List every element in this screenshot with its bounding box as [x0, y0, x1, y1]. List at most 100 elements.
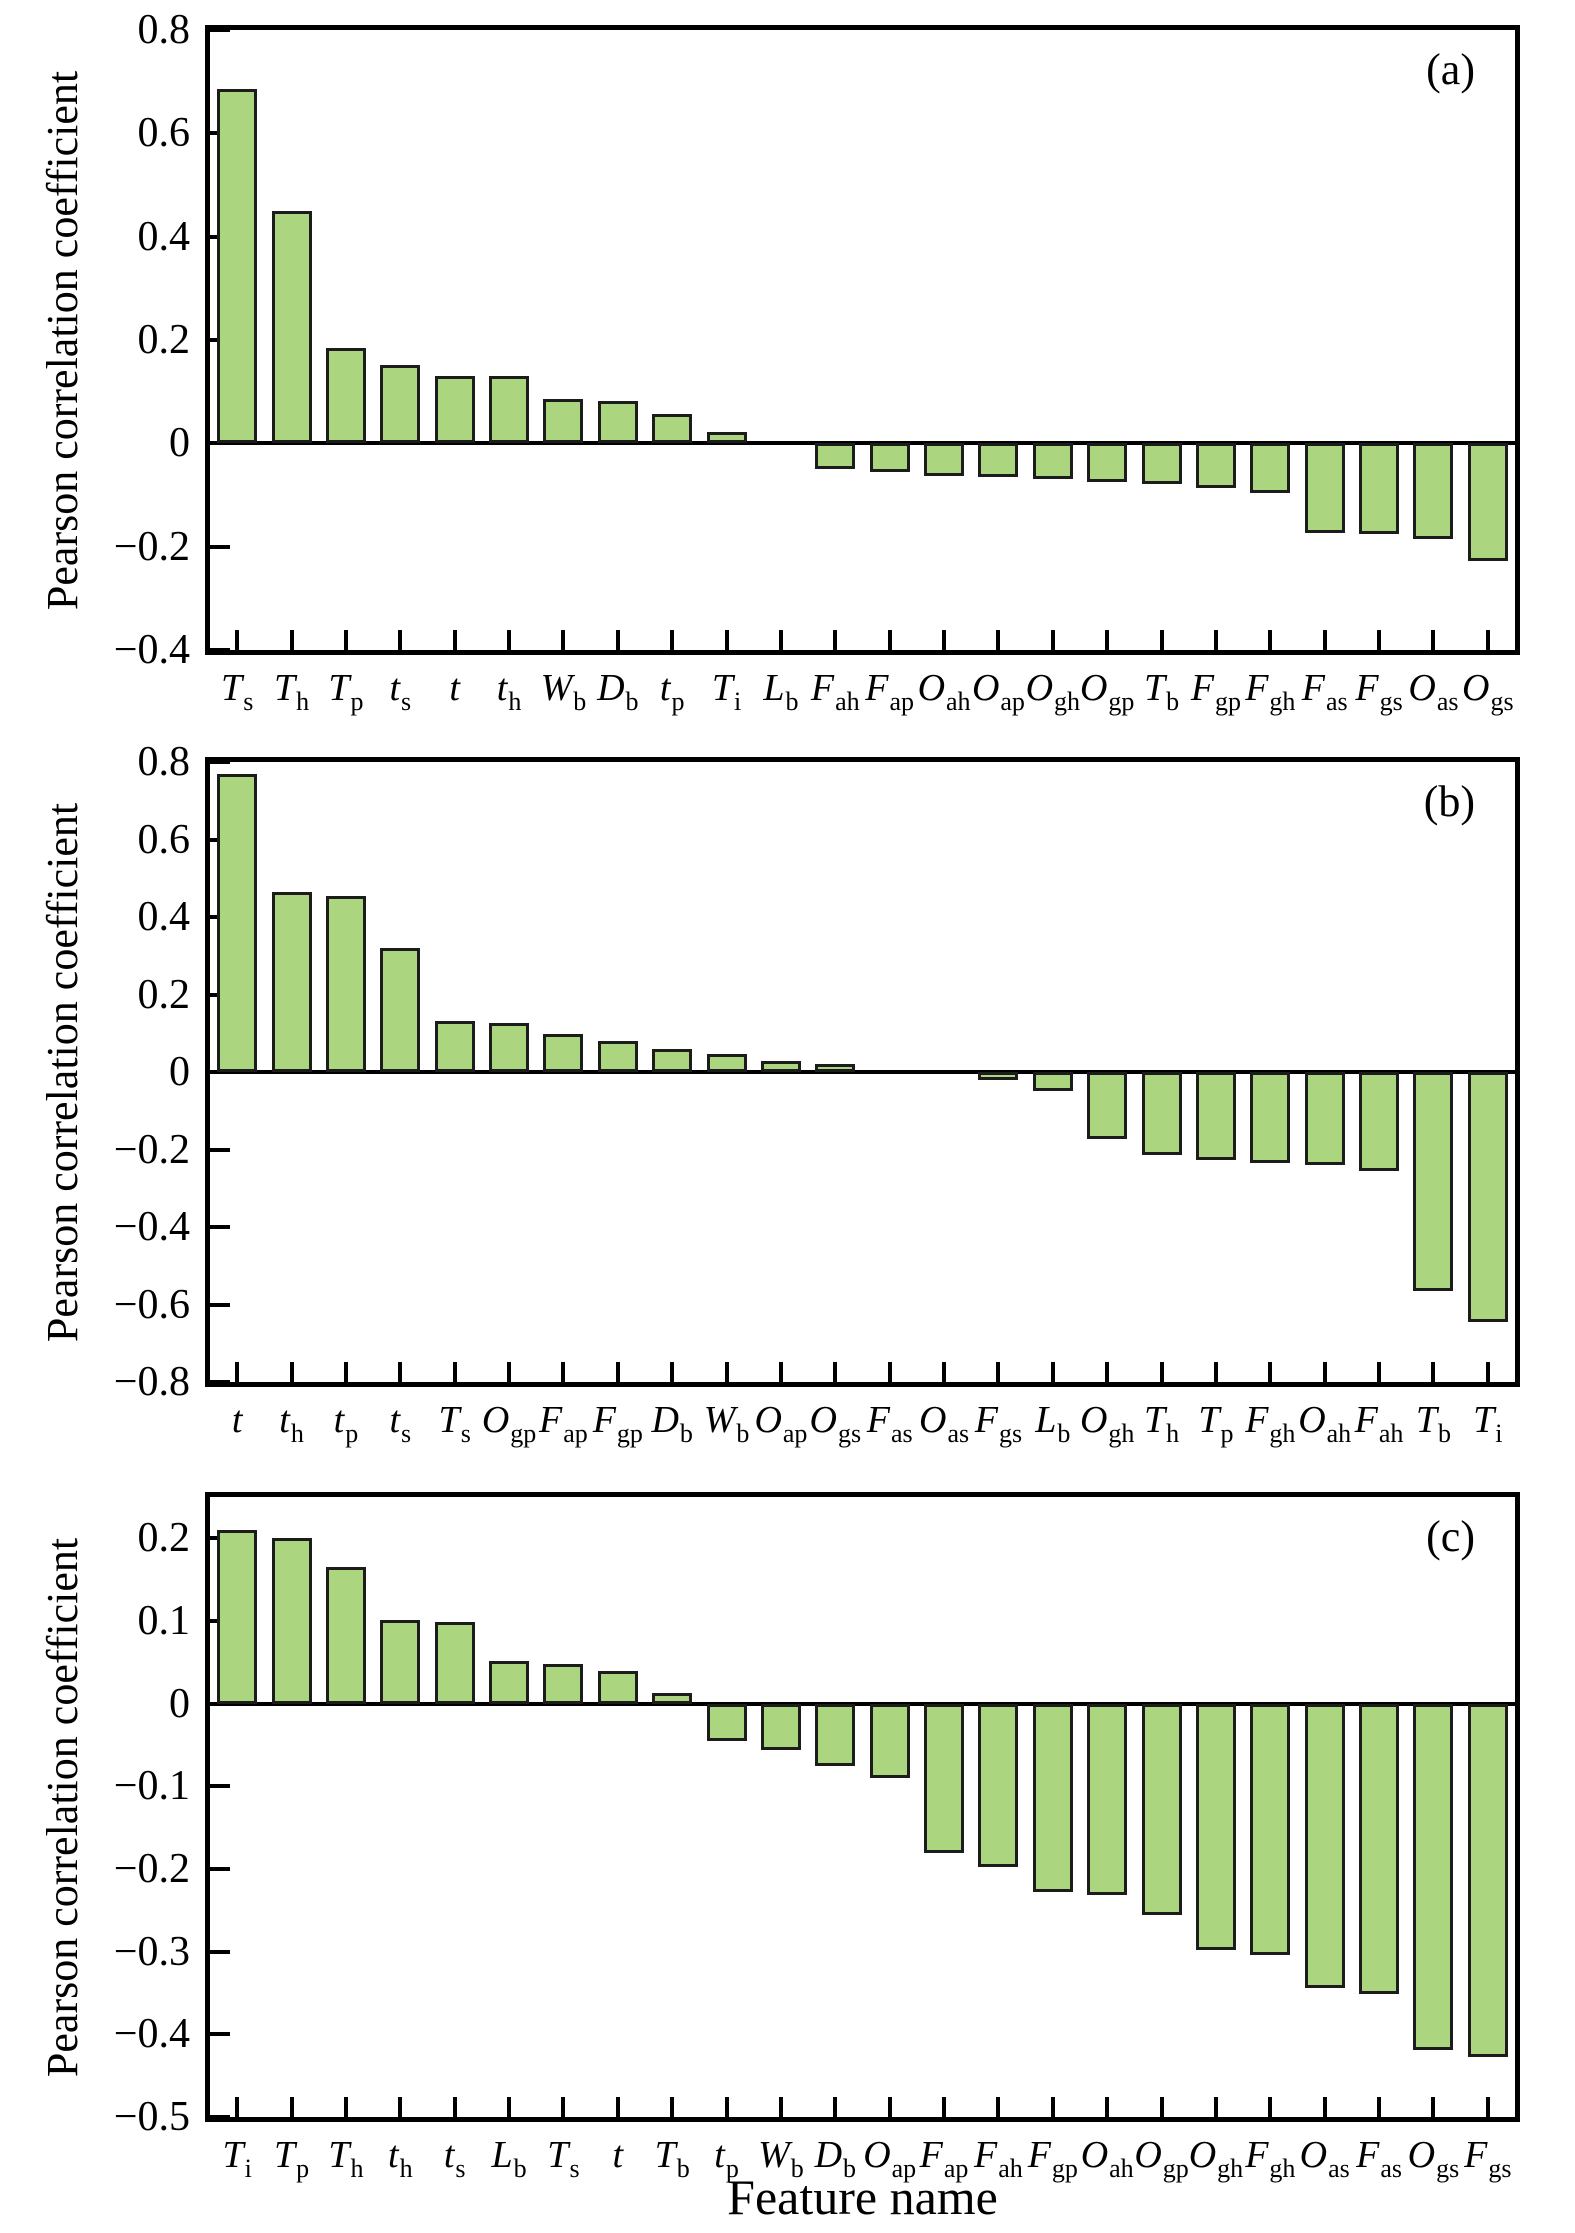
feature-subscript: s [401, 687, 412, 716]
x-tick [778, 2097, 783, 2117]
feature-subscript: gp [1162, 2154, 1189, 2183]
x-tick-label: Lb [993, 1397, 1113, 1457]
feature-symbol: W [703, 1399, 736, 1441]
feature-symbol: O [1079, 667, 1108, 709]
feature-subscript: gs [1490, 687, 1514, 716]
feature-symbol: O [1188, 2134, 1217, 2176]
y-tick [210, 441, 230, 446]
y-tick-label: 0 [169, 1680, 190, 1727]
y-tick [210, 1225, 230, 1229]
x-tick-label: Oah [1265, 1397, 1385, 1457]
x-tick-label: Ogs [1428, 665, 1548, 725]
panel-label-a: (a) [1426, 45, 1475, 94]
x-tick [343, 2097, 348, 2117]
x-tick [452, 2097, 457, 2117]
x-tick [561, 2097, 566, 2117]
y-tick [210, 1784, 230, 1789]
y-tick [210, 648, 230, 652]
panel-label-b: (b) [1423, 777, 1475, 826]
feature-subscript: b [573, 687, 587, 716]
y-tick-label: 0.6 [137, 816, 191, 863]
plot-area-c: (c) 0.2 0.1 0 −0.1 −0.2 −0.3 −0.4 −0.5 Ti Tp Th th t… [114, 1492, 1520, 2183]
y-tick-label: 0 [169, 1049, 190, 1095]
feature-symbol: t [279, 1399, 290, 1441]
x-tick-label: Th [286, 2132, 406, 2192]
x-tick [1213, 1362, 1218, 1382]
bar-c-Fah [978, 1703, 1019, 1867]
x-tick [615, 2097, 620, 2117]
feature-subscript: as [1325, 687, 1348, 716]
bar-b-Lb [1032, 1072, 1073, 1091]
x-tick [833, 630, 838, 650]
bar-a-Ogs [1467, 443, 1508, 561]
feature-symbol: t [612, 2134, 624, 2176]
feature-symbol: t [389, 1399, 401, 1441]
x-tick-label: tp [667, 2132, 787, 2192]
y-tick [210, 544, 230, 549]
x-tick-label: ts [340, 665, 460, 725]
x-tick-label: Fgs [1319, 665, 1439, 725]
feature-symbol: T [438, 1399, 460, 1441]
feature-subscript: b [785, 687, 799, 716]
x-tick [615, 630, 620, 650]
feature-subscript: b [1057, 1419, 1071, 1448]
feature-symbol: F [1354, 1399, 1378, 1441]
feature-symbol: O [1025, 667, 1054, 709]
y-tick-label: 0.4 [137, 894, 191, 940]
bar-c-Ogs [1413, 1703, 1454, 2051]
x-tick [1213, 630, 1218, 650]
y-tick [210, 760, 230, 764]
x-tick-label: th [232, 1397, 352, 1457]
feature-subscript: p [725, 2154, 739, 2183]
x-tick [1159, 1362, 1164, 1382]
x-tick [289, 630, 294, 650]
y-tick [210, 2032, 230, 2037]
x-tick [615, 1362, 620, 1382]
feature-symbol: t [389, 667, 401, 709]
feature-symbol: D [651, 1399, 679, 1441]
feature-subscript: b [676, 2154, 690, 2183]
feature-subscript: h [350, 2154, 364, 2183]
feature-subscript: s [401, 1419, 412, 1448]
x-axis-title: Feature name [727, 2169, 998, 2225]
x-tick-label: Fgh [1210, 1397, 1330, 1457]
feature-subscript: s [460, 1419, 471, 1448]
y-tick-label: 0.8 [137, 739, 191, 785]
feature-subscript: p [296, 2154, 310, 2183]
bar-c-Oas [1304, 1703, 1345, 1989]
y-tick [210, 1380, 230, 1384]
feature-symbol: F [974, 1399, 998, 1441]
feature-symbol: T [1143, 1399, 1166, 1441]
bar-c-Th [325, 1567, 366, 1704]
x-tick-label: Fah [1319, 1397, 1439, 1457]
x-tick-label: Fgp [1156, 665, 1276, 725]
x-tick [778, 630, 783, 650]
x-tick [1268, 2097, 1273, 2117]
feature-symbol: O [481, 1399, 510, 1441]
bar-c-Fgp [1032, 1703, 1073, 1893]
feature-subscript: s [569, 2154, 580, 2183]
x-tick [1159, 2097, 1164, 2117]
feature-subscript: ap [782, 1419, 808, 1448]
bar-c-Ts [543, 1663, 584, 1704]
x-tick-label: Ogp [449, 1397, 569, 1457]
feature-symbol: O [1408, 667, 1436, 709]
bar-b-Ogp [489, 1022, 530, 1072]
bar-b-Th [1141, 1072, 1182, 1156]
bar-a-Fgs [1359, 443, 1400, 534]
x-tick [452, 1362, 457, 1382]
feature-subscript: gp [616, 1419, 643, 1448]
feature-subscript: gh [1269, 2154, 1296, 2183]
feature-symbol: T [222, 2134, 244, 2176]
bar-b-Ogs [815, 1064, 856, 1072]
x-tick [670, 2097, 675, 2117]
x-tick [1485, 630, 1490, 650]
y-tick [210, 2115, 230, 2119]
feature-subscript: gp [1108, 687, 1135, 716]
bar-b-Wb [706, 1054, 747, 1072]
x-tick [1322, 2097, 1327, 2117]
feature-symbol: O [1079, 1399, 1108, 1441]
y-tick-label: 0.1 [137, 1598, 191, 1644]
feature-subscript: h [399, 2154, 413, 2183]
